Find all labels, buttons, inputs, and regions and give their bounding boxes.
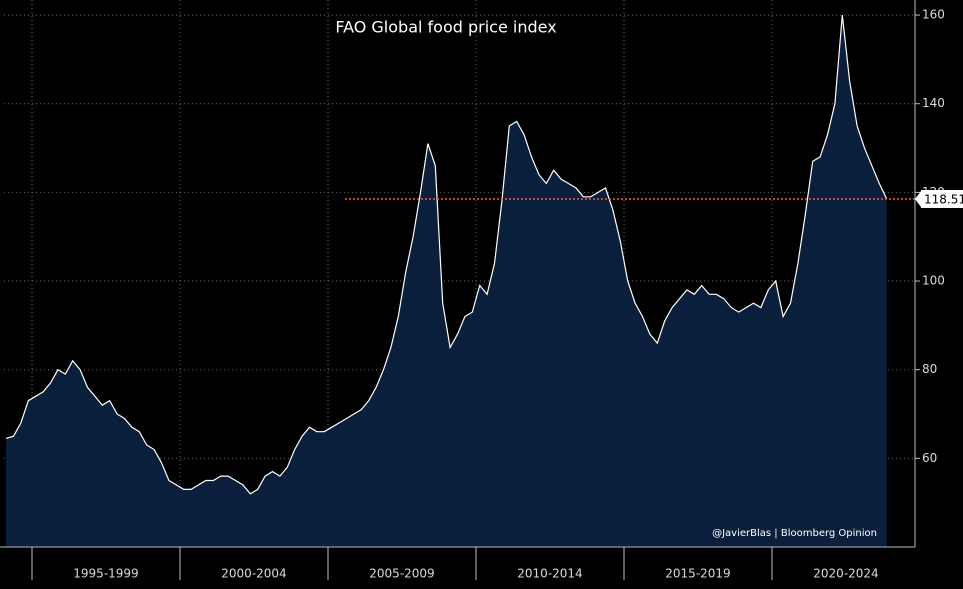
y-tick-label: 60 bbox=[922, 451, 937, 465]
x-tick-label: 1995-1999 bbox=[73, 567, 138, 581]
chart-title: FAO Global food price index bbox=[335, 18, 556, 37]
last-value-box bbox=[921, 189, 963, 208]
credit: @JavierBlas | Bloomberg Opinion bbox=[712, 528, 877, 539]
x-tick-label: 2015-2019 bbox=[665, 567, 730, 581]
line bbox=[5, 15, 888, 495]
last-value-pointer bbox=[915, 190, 921, 207]
x-tick-label: 2020-2024 bbox=[813, 567, 878, 581]
x-tick-label: 2000-2004 bbox=[221, 567, 286, 581]
x-tick-label: 2010-2014 bbox=[517, 567, 582, 581]
area bbox=[6, 15, 887, 548]
plot bbox=[5, 15, 915, 548]
y-tick-label: 100 bbox=[922, 274, 945, 288]
y-tick-label: 80 bbox=[922, 362, 937, 376]
last-value-label: 118.51 bbox=[924, 192, 963, 206]
y-tick-label: 140 bbox=[922, 96, 945, 110]
y-tick-label: 160 bbox=[922, 8, 945, 22]
x-tick-label: 2005-2009 bbox=[369, 567, 434, 581]
